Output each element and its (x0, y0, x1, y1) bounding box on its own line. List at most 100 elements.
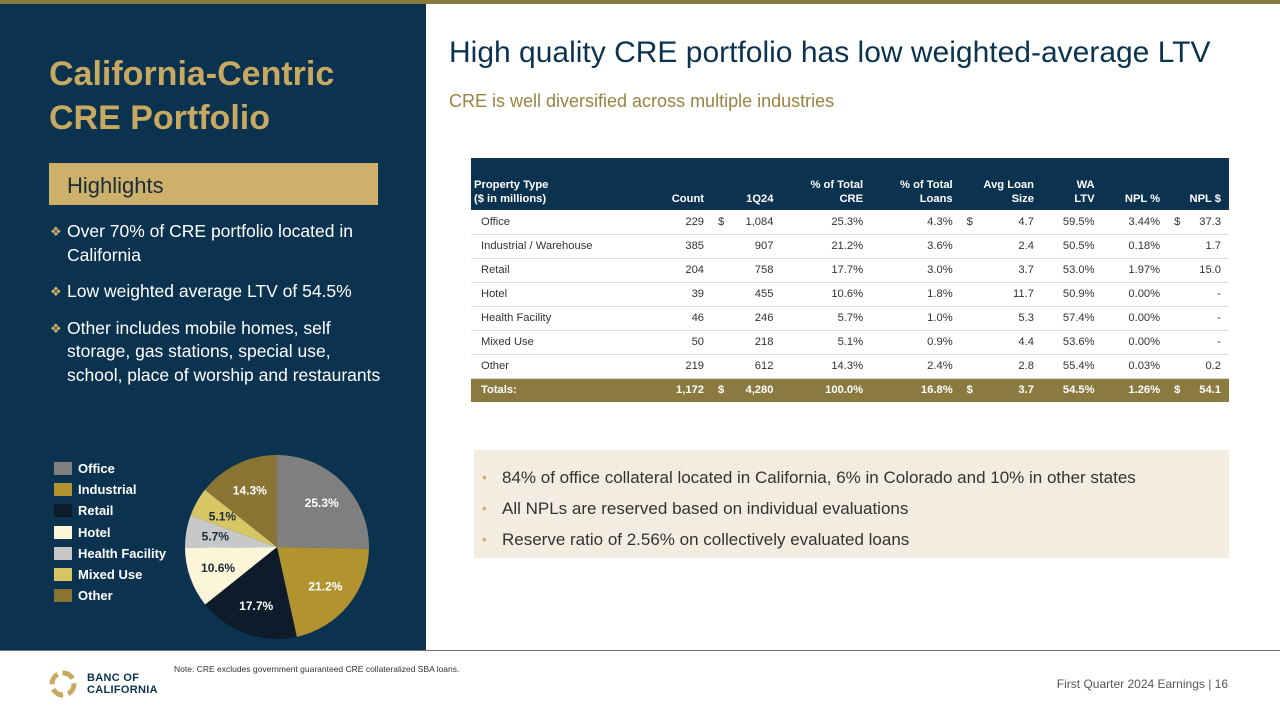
highlights-header: Highlights (49, 163, 378, 205)
cell-1q24: 758 (726, 258, 782, 283)
page-subtitle: CRE is well diversified across multiple … (449, 91, 835, 111)
cell-dollar (1168, 282, 1183, 307)
cell-dollar: $ (712, 210, 727, 235)
cell-1q24: 218 (726, 330, 782, 355)
cell-npl: 1.7 (1182, 234, 1229, 259)
cell-1q24: 1,084 (726, 210, 782, 235)
cell-pct-cre: 5.1% (781, 330, 872, 355)
note-item: • 84% of office collateral located in Cal… (482, 462, 1136, 493)
cell-npl: - (1182, 330, 1229, 355)
legend-label: Industrial (78, 482, 137, 498)
logo-text-line: CALIFORNIA (87, 684, 158, 696)
note-text: Reserve ratio of 2.56% on collectively e… (502, 530, 910, 549)
header-text: % of Total (900, 179, 953, 191)
cell-pct-loans: 16.8% (920, 384, 953, 397)
cell-dollar (960, 234, 975, 259)
cell-npl: 54.1 (1199, 384, 1221, 397)
cell-dollar (960, 354, 975, 379)
cell-pct-cre: 10.6% (781, 282, 872, 307)
cell-property: Mixed Use (471, 330, 651, 355)
cell-property: Industrial / Warehouse (471, 234, 651, 259)
pie-slice-other (204, 455, 277, 547)
cell-ltv: 53.6% (1041, 330, 1103, 355)
header-npl-dollar: NPL $ (1189, 193, 1221, 205)
highlights-label: Highlights (67, 173, 164, 198)
cell-avg-loan: 2.8 (974, 354, 1042, 379)
legend-item: Retail (54, 500, 194, 521)
cell-ltv: 55.4% (1041, 354, 1103, 379)
cell-count: 1,172 (676, 384, 705, 397)
header-text: % of Total (810, 179, 864, 191)
bullet-dot-icon: • (482, 469, 487, 485)
cell-pct-cre: 17.7% (781, 258, 872, 283)
legend-swatch (54, 525, 72, 539)
cell-npl-pct: 1.97% (1102, 258, 1169, 283)
cell-dollar (1168, 306, 1183, 331)
header-text: Size (1011, 193, 1034, 205)
cell-pct-loans: 3.0% (871, 258, 961, 283)
footer-divider (0, 650, 1280, 651)
header-text: Avg Loan (983, 179, 1034, 191)
cell-1q24: 907 (726, 234, 782, 259)
legend-swatch (54, 483, 72, 497)
cell-npl-pct: 1.26% (1128, 384, 1161, 397)
note-text: 84% of office collateral located in Cali… (502, 468, 1136, 487)
table-row: Hotel 39 455 10.6% 1.8% 11.7 50.9% 0.00%… (471, 282, 1229, 307)
top-accent-rule (0, 0, 1280, 4)
pie-data-label: 5.7% (202, 529, 230, 543)
header-text: WA (1076, 179, 1095, 191)
table-row: Health Facility 46 246 5.7% 1.0% 5.3 57.… (471, 306, 1229, 331)
table-row: Mixed Use 50 218 5.1% 0.9% 4.4 53.6% 0.0… (471, 330, 1229, 355)
cell-1q24: 246 (726, 306, 782, 331)
header-npl-pct: NPL % (1124, 193, 1161, 205)
diamond-bullet-icon: ❖ (50, 224, 62, 239)
cell-avg-loan: 11.7 (974, 282, 1042, 307)
legend-item: Hotel (54, 522, 194, 543)
highlight-bullet: ❖ Low weighted average LTV of 54.5% (50, 280, 390, 304)
legend-swatch (54, 462, 72, 476)
cell-pct-cre: 5.7% (781, 306, 872, 331)
cell-count: 50 (650, 330, 713, 355)
pie-slice-health-facility (185, 515, 277, 548)
bank-logo-icon (49, 670, 77, 698)
cell-ltv: 50.5% (1041, 234, 1103, 259)
pie-chart-svg: 25.3% 21.2% 17.7% 10.6% 5.7% 5.1% 14.3% (185, 455, 369, 639)
pie-legend: Office Industrial Retail Hotel Health Fa… (54, 458, 194, 606)
logo-text-line: BANC OF (87, 672, 140, 684)
cell-dollar: $ (1174, 384, 1181, 397)
header-property-type: Property Type ($ in millions) (471, 158, 651, 210)
left-title-line2: CRE Portfolio (49, 99, 270, 137)
cell-pct-loans: 4.3% (871, 210, 961, 235)
legend-label: Retail (78, 503, 114, 519)
cell-npl: 37.3 (1182, 210, 1229, 235)
cell-count: 385 (650, 234, 713, 259)
legend-item: Industrial (54, 479, 194, 500)
cell-pct-cre: 100.0% (825, 384, 864, 397)
cell-1q24: 4,280 (745, 384, 774, 397)
pie-data-label: 21.2% (308, 580, 342, 594)
highlight-text: Over 70% of CRE portfolio located in Cal… (67, 221, 353, 265)
cell-dollar (1168, 354, 1183, 379)
legend-item: Other (54, 585, 194, 606)
pie-chart: 25.3% 21.2% 17.7% 10.6% 5.7% 5.1% 14.3% (180, 450, 374, 644)
cell-count: 39 (650, 282, 713, 307)
page-title: High quality CRE portfolio has low weigh… (449, 36, 1211, 69)
pie-slice-hotel (185, 547, 277, 605)
notes-list: • 84% of office collateral located in Cal… (482, 462, 1136, 555)
pie-data-label: 10.6% (201, 561, 235, 575)
highlights-bullets: ❖ Over 70% of CRE portfolio located in C… (50, 220, 390, 400)
cell-count: 219 (650, 354, 713, 379)
highlight-text: Other includes mobile homes, self storag… (67, 317, 381, 385)
pie-slice-retail (205, 547, 297, 639)
table-row: Retail 204 758 17.7% 3.0% 3.7 53.0% 1.97… (471, 258, 1229, 283)
pie-slice-industrial (277, 547, 369, 637)
cell-dollar (1168, 258, 1183, 283)
note-item: • Reserve ratio of 2.56% on collectively … (482, 524, 1136, 555)
cell-npl-pct: 0.03% (1102, 354, 1169, 379)
cell-dollar (712, 306, 727, 331)
left-title-line1: California-Centric (49, 55, 335, 93)
cell-pct-cre: 21.2% (781, 234, 872, 259)
cell-property: Retail (471, 258, 651, 283)
cell-dollar (1168, 330, 1183, 355)
note-text: All NPLs are reserved based on individua… (502, 499, 909, 518)
